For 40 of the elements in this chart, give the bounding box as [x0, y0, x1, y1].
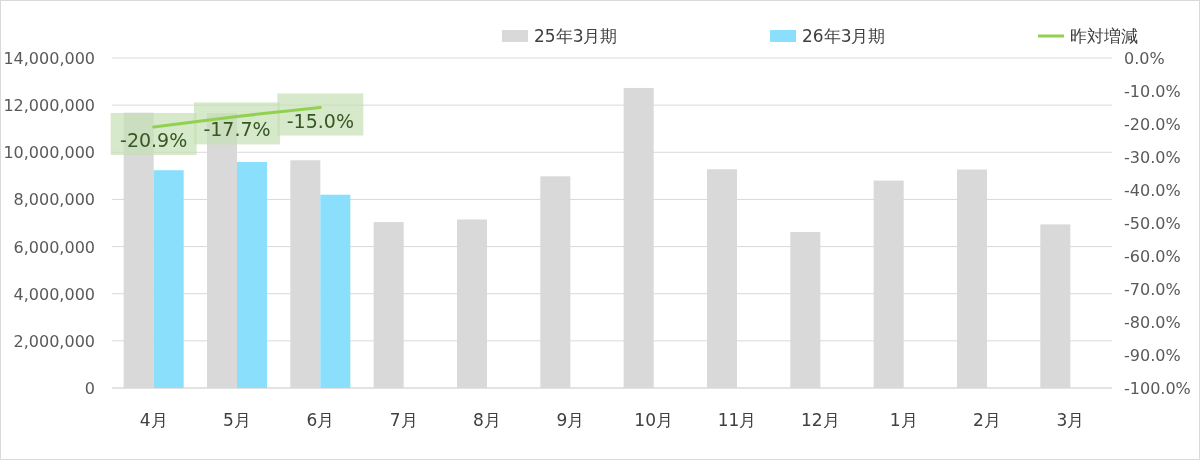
y-tick-label: 6,000,000 — [13, 237, 95, 257]
x-tick-label: 12月 — [801, 410, 840, 430]
x-tick-label: 2月 — [973, 410, 1001, 430]
data-label: -15.0% — [286, 109, 354, 132]
y2-tick-label: -60.0% — [1124, 247, 1181, 266]
legend-label: 26年3月期 — [802, 26, 886, 46]
y-tick-label: 8,000,000 — [13, 190, 95, 210]
x-tick-label: 11月 — [717, 410, 757, 430]
y2-tick-label: -80.0% — [1124, 313, 1181, 332]
y-tick-label: 2,000,000 — [13, 331, 95, 351]
y2-tick-label: -90.0% — [1124, 346, 1181, 365]
bar — [237, 161, 267, 388]
data-label: -17.7% — [203, 118, 271, 141]
x-tick-label: 4月 — [139, 410, 168, 430]
bar — [320, 194, 351, 388]
data-label: -20.9% — [120, 128, 188, 151]
y2-tick-label: 0.0% — [1124, 49, 1165, 68]
y2-tick-label: -100.0% — [1124, 379, 1191, 398]
y2-tick-label: -10.0% — [1124, 82, 1181, 101]
y-tick-label: 12,000,000 — [3, 96, 95, 116]
y-tick-label: 10,000,000 — [3, 143, 95, 163]
x-tick-label: 10月 — [634, 410, 673, 430]
y2-tick-label: -30.0% — [1124, 148, 1181, 167]
y2-tick-label: -70.0% — [1124, 280, 1181, 299]
x-tick-label: 7月 — [389, 410, 418, 430]
y2-tick-label: -20.0% — [1124, 115, 1181, 134]
y-tick-label: 4,000,000 — [13, 284, 95, 304]
y2-tick-label: -40.0% — [1124, 181, 1181, 200]
x-tick-label: 1月 — [889, 410, 918, 430]
legend-label: 25年3月期 — [534, 26, 618, 46]
x-tick-label: 9月 — [556, 410, 585, 430]
x-tick-label: 3月 — [1056, 410, 1085, 430]
x-tick-label: 8月 — [473, 410, 501, 430]
y-tick-label: 14,000,000 — [3, 49, 95, 68]
x-tick-label: 5月 — [223, 410, 251, 430]
y-tick-label: 0 — [84, 379, 95, 398]
bar — [153, 170, 184, 388]
y2-tick-label: -50.0% — [1124, 214, 1181, 233]
x-tick-label: 6月 — [306, 410, 335, 430]
legend-label: 昨対増減 — [1070, 26, 1138, 46]
